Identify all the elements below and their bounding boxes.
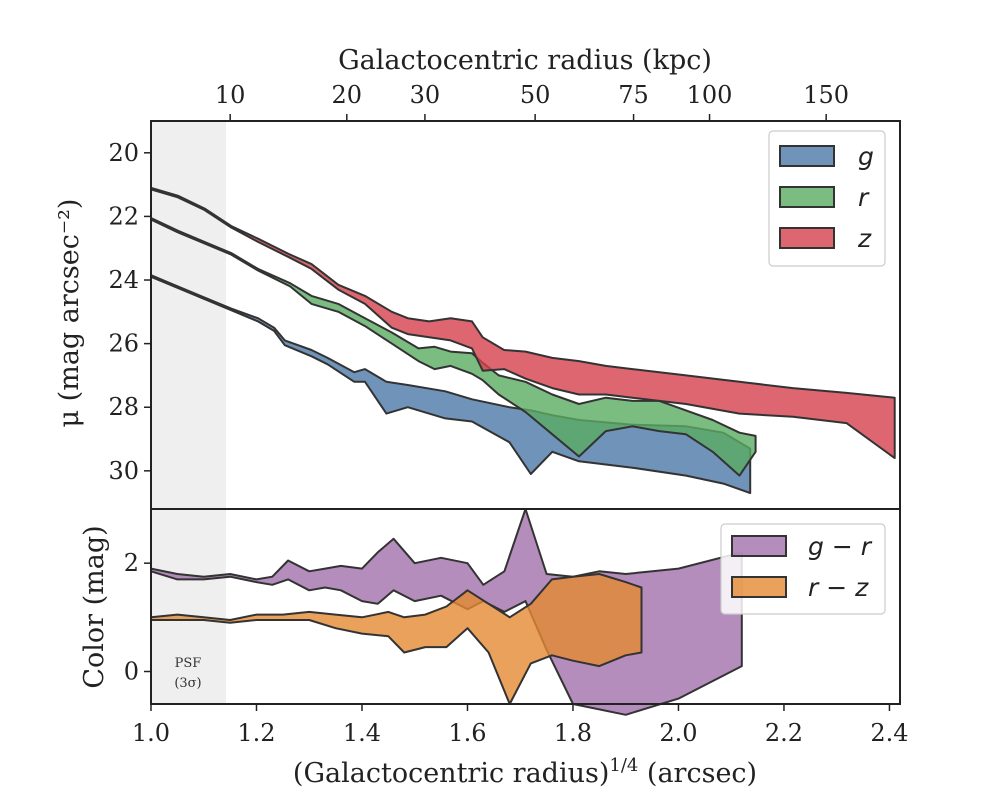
y-tick-label: 0 — [124, 658, 139, 686]
y-tick-label: 2 — [124, 549, 139, 577]
bottom-panel-frame — [150, 508, 901, 705]
x-tick-label: 2.2 — [765, 719, 803, 747]
legend-label-r: r — [858, 183, 870, 212]
band-r — [150, 217, 757, 477]
x-axis-label-bottom: (Galactocentric radius)1/4 (arcsec) — [293, 755, 757, 789]
bottom-x-axis: 1.0 1.2 1.4 1.6 1.8 2.0 2.2 2.4 — [132, 704, 909, 747]
x-tick-label: 1.4 — [343, 719, 381, 747]
band-z — [150, 186, 896, 460]
legend-label-rz: r − z — [808, 573, 869, 602]
x-axis-label-main: (Galactocentric radius) — [293, 758, 609, 789]
y-tick-label: 24 — [108, 266, 139, 294]
x-tick-label: 1.8 — [554, 719, 592, 747]
top-x-tick-label: 150 — [803, 81, 849, 109]
top-x-axis-kpc: 10 20 30 50 75 100 150 — [215, 81, 849, 121]
top-x-tick-label: 20 — [332, 81, 363, 109]
x-tick-label: 1.0 — [132, 719, 170, 747]
legend-label-gr: g − r — [808, 532, 873, 561]
bottom-y-axis: 02 — [124, 549, 151, 686]
y-tick-label: 20 — [108, 139, 139, 167]
bottom-legend: g − r r − z — [720, 523, 886, 615]
psf-sigma-label: (3σ) — [174, 676, 201, 691]
y-axis-label-top: μ (mag arcsec⁻²) — [54, 199, 85, 428]
legend-swatch-r — [779, 186, 835, 208]
y-axis-label-bottom: Color (mag) — [79, 525, 110, 688]
band-rz — [150, 573, 643, 705]
legend-swatch-z — [779, 227, 835, 249]
x-axis-label-unit: (arcsec) — [638, 758, 757, 789]
x-tick-label: 2.4 — [870, 719, 908, 747]
legend-swatch-g — [779, 145, 835, 167]
x-axis-label-exponent: 1/4 — [609, 755, 638, 776]
x-tick-label: 1.2 — [237, 719, 275, 747]
y-tick-label: 28 — [108, 393, 139, 421]
top-x-tick-label: 75 — [618, 81, 649, 109]
top-axis-title: Galactocentric radius (kpc) — [338, 45, 712, 76]
psf-shade-bottom — [151, 509, 226, 704]
top-x-tick-label: 50 — [520, 81, 551, 109]
legend-swatch-rz — [731, 576, 787, 598]
x-tick-label: 1.6 — [448, 719, 486, 747]
legend-label-z: z — [857, 224, 872, 253]
legend-swatch-gr — [731, 535, 787, 557]
legend-label-g: g — [858, 142, 874, 171]
color-series — [150, 508, 743, 716]
top-x-tick-label: 100 — [687, 81, 733, 109]
band-g — [150, 274, 752, 495]
top-y-axis: 20 22 24 26 28 30 — [108, 139, 151, 485]
x-tick-label: 2.0 — [659, 719, 697, 747]
psf-shade-top — [151, 121, 226, 508]
top-legend: grz — [768, 130, 886, 267]
y-tick-label: 22 — [108, 202, 139, 230]
top-x-tick-label: 30 — [410, 81, 441, 109]
top-x-tick-label: 10 — [215, 81, 246, 109]
y-tick-label: 30 — [108, 457, 139, 485]
psf-label: PSF — [175, 656, 202, 671]
surface-brightness-series — [150, 186, 896, 495]
y-tick-label: 26 — [108, 330, 139, 358]
